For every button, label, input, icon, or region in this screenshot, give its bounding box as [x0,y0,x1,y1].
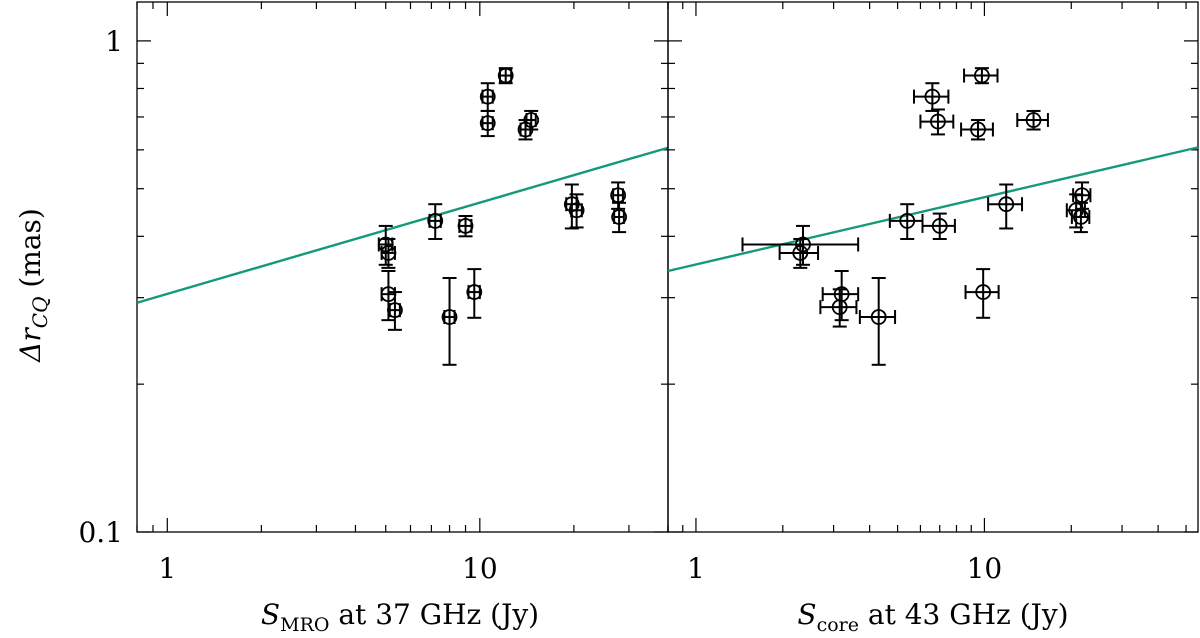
x-axis-label-left: SMRO at 37 GHz (Jy) [261,598,539,636]
data-point [1070,201,1091,234]
point-marker [1073,209,1089,225]
point-marker [970,121,986,138]
data-point [964,268,1000,319]
data-point [778,238,820,269]
panel-right-fit-line-group [667,146,1199,273]
fit-line [136,146,669,304]
panel-left-frame [136,1,669,533]
x-tick-label: 1 [158,552,176,585]
point-marker [466,284,483,300]
data-point [921,212,956,241]
point-marker [870,309,887,325]
point-marker [523,112,540,128]
point-marker [441,309,458,325]
data-point [380,238,397,269]
point-marker [568,202,585,219]
data-point [888,203,924,241]
data-point [387,291,403,331]
panel-left-ticks [136,2,669,533]
point-marker [1025,112,1042,128]
point-marker [479,115,496,132]
point-marker [795,236,811,253]
point-marker [380,245,397,261]
point-marker [975,284,992,300]
panel-right-points [741,67,1092,366]
panel-left-tick-labels: 1 10 0.1 1 [78,25,497,585]
point-marker [427,212,444,229]
point-marker [792,245,809,261]
point-marker [973,67,990,84]
x-axis-label-right: Score at 43 GHz (Jy) [797,598,1068,636]
x-tick-label: 10 [967,552,1003,585]
data-point [479,109,496,138]
panel-right-tick-labels: 1 10 [687,552,1002,585]
data-point [919,108,955,136]
data-point [568,193,585,229]
x-tick-label: 1 [687,552,705,585]
data-point [960,119,994,141]
data-point [611,201,628,234]
data-point [441,276,458,366]
data-point [457,214,474,238]
data-point [913,82,950,112]
data-point [1016,109,1049,131]
point-marker [899,212,916,229]
point-marker [497,67,514,84]
point-marker [457,218,474,234]
point-marker [611,209,628,225]
point-marker [479,88,496,105]
panel-right-ticks [667,2,1198,533]
y-axis-label: ΔrCQ (mas) [14,208,52,363]
data-point [963,67,999,85]
panel-right-frame [667,1,1199,533]
data-point [497,67,514,85]
x-tick-label: 10 [462,552,498,585]
data-point [523,109,540,131]
panel-left-fit-line-group [136,146,669,304]
point-marker [831,299,848,316]
panel-left-points [377,67,628,366]
panel-left: 1 10 0.1 1 SMRO at 37 GHz (Jy) [78,1,669,636]
data-point [819,288,858,328]
fit-line [667,146,1199,273]
y-tick-label: 1 [105,25,123,58]
point-marker [387,302,403,319]
point-marker [924,88,941,105]
data-point [427,203,444,241]
point-marker [998,196,1015,213]
point-marker [930,113,946,130]
data-point [858,276,897,366]
data-point [466,268,483,319]
data-point [987,183,1024,230]
panel-right: 1 10 Score at 43 GHz (Jy) [667,1,1199,636]
data-point [377,224,394,266]
point-marker [931,218,948,234]
y-tick-label: 0.1 [78,516,123,549]
point-marker [377,236,394,253]
data-point [1072,181,1092,210]
data-point [479,82,496,112]
